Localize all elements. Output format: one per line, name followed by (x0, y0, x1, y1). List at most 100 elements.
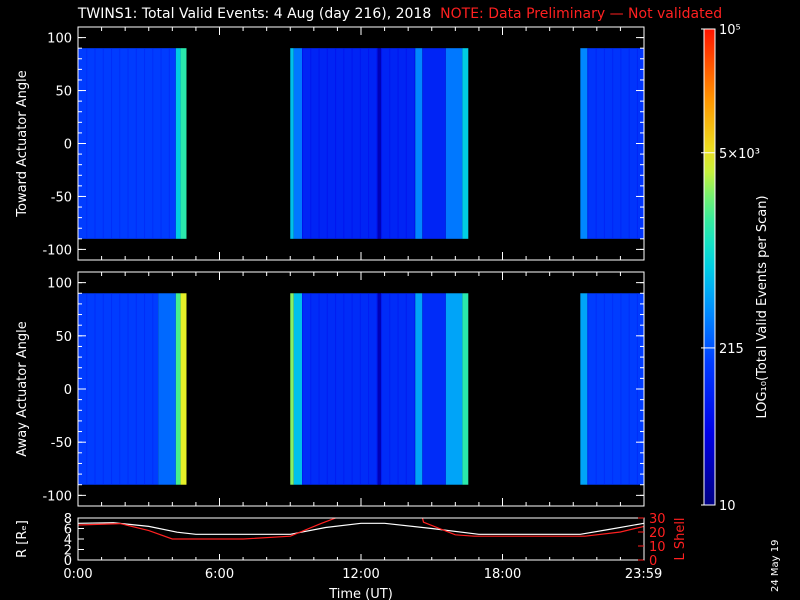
heatmap-stripe (152, 48, 154, 239)
heatmap-stripe (326, 48, 328, 239)
heatmap-stripe (102, 293, 104, 485)
heatmap-stripe (603, 48, 605, 239)
heatmap-band (180, 293, 187, 485)
heatmap-band (175, 48, 181, 239)
heatmap-stripe (376, 293, 378, 485)
heatmap-stripe (620, 48, 622, 239)
heatmap-band (290, 48, 294, 239)
heatmap-stripe (389, 293, 391, 485)
heatmap-stripe (326, 293, 328, 485)
heatmap-stripe (414, 293, 416, 485)
heatmap-band (462, 293, 469, 485)
y-tick-label: 100 (47, 277, 72, 292)
heatmap-band (302, 48, 378, 239)
heatmap-stripe (86, 293, 88, 485)
y-tick-label: 8 (64, 512, 72, 527)
heatmap-stripe (318, 48, 320, 239)
x-tick-label: 18:00 (484, 567, 521, 582)
y-tick-label: 50 (55, 85, 72, 100)
heatmap-band (293, 293, 303, 485)
y-tick-label: 0 (64, 554, 72, 569)
heatmap-stripe (144, 48, 146, 239)
y-right-tick-label: 20 (649, 526, 666, 541)
heatmap-band (302, 293, 378, 485)
title-note: NOTE: Data Preliminary — Not validated (440, 6, 723, 22)
y-right-tick-label: 30 (649, 512, 666, 527)
heatmap-band (580, 48, 588, 239)
heatmap-stripe (587, 293, 589, 485)
heatmap-stripe (397, 293, 399, 485)
heatmap-stripe (160, 48, 162, 239)
heatmap-stripe (381, 48, 383, 239)
heatmap-stripe (595, 48, 597, 239)
y-right-tick-label: 0 (649, 554, 657, 569)
x-tick-label: 6:00 (205, 567, 234, 582)
heatmap-stripe (397, 48, 399, 239)
heatmap-stripe (302, 293, 304, 485)
heatmap-stripe (168, 48, 170, 239)
y-tick-label: 50 (55, 330, 72, 345)
colorbar-tick-label: 5×10³ (719, 147, 760, 162)
heatmap-band (445, 293, 463, 485)
heatmap-stripe (302, 48, 304, 239)
y-tick-label: 6 (64, 523, 72, 538)
heatmap-band (422, 293, 446, 485)
heatmap-stripe (310, 293, 312, 485)
y-tick-label: -100 (42, 243, 72, 258)
heatmap-band (445, 48, 463, 239)
heatmap-stripe (144, 293, 146, 485)
heatmap-stripe (376, 48, 378, 239)
heatmap-band (180, 48, 187, 239)
heatmap-stripe (119, 293, 121, 485)
heatmap-band (290, 293, 294, 485)
heatmap-stripe (603, 293, 605, 485)
heatmap-stripe (335, 48, 337, 239)
orbit-frame (77, 517, 645, 561)
heatmap-stripe (595, 293, 597, 485)
heatmap-stripe (310, 48, 312, 239)
heatmap-band (415, 48, 423, 239)
heatmap-band (377, 293, 382, 485)
heatmap-band (158, 293, 176, 485)
heatmap-band (377, 48, 382, 239)
heatmap-stripe (368, 293, 370, 485)
heatmap-band (580, 293, 588, 485)
heatmap-band (587, 293, 644, 485)
heatmap-band (422, 48, 446, 239)
y-axis-label: Away Actuator Angle (15, 321, 30, 456)
y-tick-label: 4 (64, 533, 72, 548)
heatmap-stripe (343, 48, 345, 239)
heatmap-band (415, 293, 423, 485)
heatmap-band (175, 293, 181, 485)
heatmap-stripe (381, 293, 383, 485)
heatmap-band (293, 48, 303, 239)
date-stamp: 24 May 19 (770, 539, 781, 592)
heatmap-stripe (368, 48, 370, 239)
y-axis-label: Toward Actuator Angle (15, 70, 30, 217)
chart-title: TWINS1: Total Valid Events: 4 Aug (day 2… (0, 6, 800, 22)
x-axis-label: Time (UT) (328, 587, 393, 600)
x-tick-label: 0:00 (63, 567, 92, 582)
heatmap-stripe (335, 293, 337, 485)
heatmap-stripe (102, 48, 104, 239)
y-tick-label: 0 (64, 138, 72, 153)
heatmap-stripe (405, 293, 407, 485)
r-distance-line (78, 522, 644, 535)
heatmap-band (78, 48, 176, 239)
heatmap-stripe (127, 293, 129, 485)
y-tick-label: 2 (64, 544, 72, 559)
heatmap-stripe (351, 293, 353, 485)
heatmap-stripe (587, 48, 589, 239)
y-tick-label: -50 (51, 190, 72, 205)
x-tick-label: 23:59 (625, 567, 662, 582)
heatmap-stripe (414, 48, 416, 239)
heatmap-stripe (127, 48, 129, 239)
heatmap-stripe (628, 48, 630, 239)
heatmap-stripe (94, 293, 96, 485)
toward-panel: 100 50 0 -50 -100 Toward Actuator Angle (15, 26, 645, 261)
colorbar-tick-label: 10 (719, 499, 736, 514)
x-tick-label: 12:00 (342, 567, 379, 582)
heatmap-stripe (405, 48, 407, 239)
y-tick-label: 0 (64, 383, 72, 398)
